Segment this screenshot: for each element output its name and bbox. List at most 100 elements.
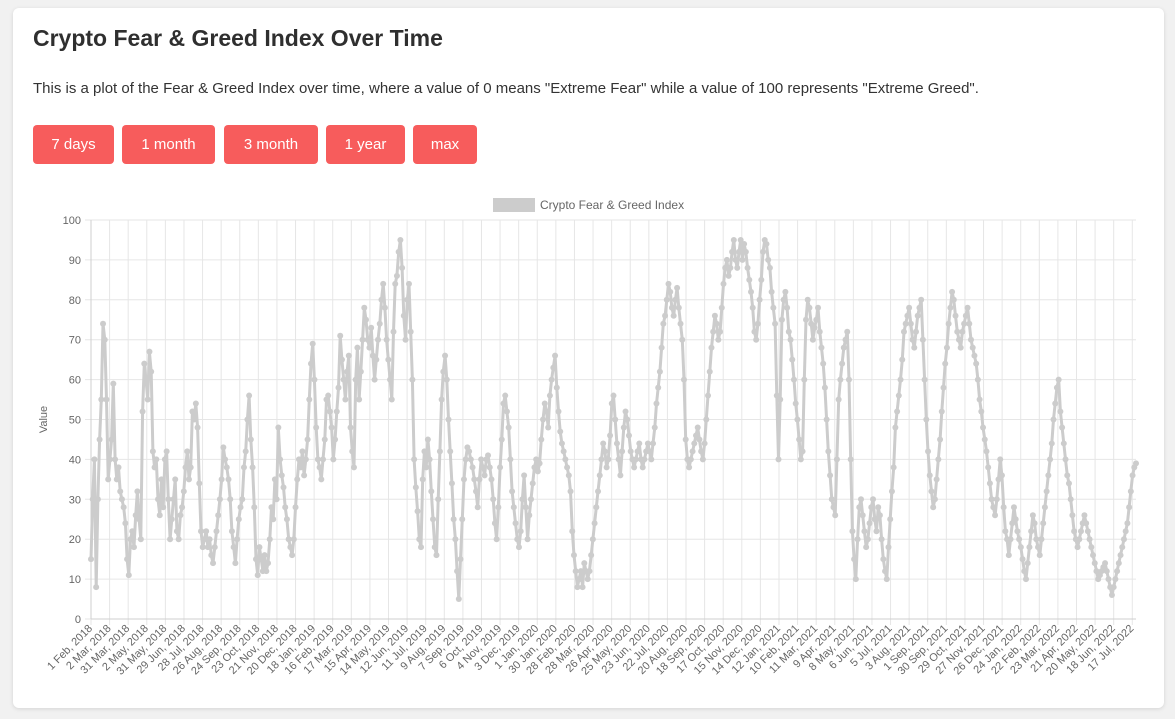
data-point — [842, 336, 849, 343]
data-point — [995, 476, 1002, 483]
data-point — [845, 376, 852, 383]
data-point — [124, 556, 131, 563]
data-point — [273, 496, 280, 503]
data-point — [813, 316, 820, 323]
data-point — [1059, 424, 1066, 431]
range-7-days-button[interactable]: 7 days — [33, 125, 114, 164]
data-point — [514, 536, 521, 543]
data-point — [974, 376, 981, 383]
data-point — [897, 376, 904, 383]
data-point — [433, 552, 440, 559]
y-tick-label: 60 — [69, 375, 81, 387]
data-point — [708, 344, 715, 351]
data-point — [247, 436, 254, 443]
data-point — [882, 568, 889, 575]
data-point — [129, 528, 136, 535]
data-point — [1078, 528, 1084, 535]
data-point — [581, 560, 588, 567]
data-point — [376, 320, 383, 327]
data-point — [519, 496, 526, 503]
data-point — [968, 336, 974, 343]
data-point — [1010, 504, 1017, 511]
data-point — [911, 344, 918, 351]
data-point — [416, 536, 423, 543]
data-point — [94, 496, 101, 503]
data-point — [141, 360, 148, 367]
data-point — [1048, 440, 1055, 447]
data-point — [445, 416, 452, 423]
data-point — [667, 288, 674, 295]
data-point — [870, 496, 877, 503]
data-point — [541, 400, 548, 407]
data-point — [742, 248, 749, 255]
data-point — [96, 436, 103, 443]
range-3-month-button[interactable]: 3 month — [224, 125, 318, 164]
data-point — [754, 320, 761, 327]
data-point — [576, 576, 583, 583]
data-point — [1043, 488, 1050, 495]
data-point — [772, 320, 779, 327]
data-point — [1038, 536, 1045, 543]
data-point — [148, 368, 155, 375]
data-point — [605, 456, 612, 463]
data-point — [418, 544, 424, 551]
data-point — [907, 320, 914, 327]
data-point — [732, 256, 739, 263]
data-point — [1045, 472, 1052, 479]
data-point — [363, 316, 369, 323]
y-tick-label: 70 — [69, 335, 81, 347]
chart-card: Crypto Fear & Greed Index Over Time This… — [13, 8, 1164, 708]
y-axis-title: Value — [38, 406, 50, 433]
data-point — [682, 436, 689, 443]
data-point — [244, 416, 251, 423]
data-point — [1093, 568, 1100, 575]
data-point — [1021, 568, 1028, 575]
data-point — [691, 440, 698, 447]
data-point — [883, 576, 890, 583]
data-point — [120, 504, 127, 511]
range-max-button[interactable]: max — [413, 125, 477, 164]
data-point — [1067, 496, 1074, 503]
data-point — [981, 436, 988, 443]
data-point — [1084, 528, 1091, 535]
data-point — [88, 556, 94, 563]
data-point — [1005, 552, 1012, 559]
range-1-month-button[interactable]: 1 month — [122, 125, 215, 164]
data-point — [625, 432, 632, 439]
data-point — [986, 480, 993, 487]
data-point — [146, 348, 153, 355]
data-point — [983, 448, 990, 455]
data-point — [868, 504, 875, 511]
data-point — [823, 416, 830, 423]
data-point — [864, 536, 871, 543]
data-point — [471, 476, 478, 483]
data-point — [937, 436, 944, 443]
data-point — [902, 320, 909, 327]
range-1-year-button[interactable]: 1 year — [326, 125, 405, 164]
data-point — [801, 376, 808, 383]
data-point — [552, 352, 559, 359]
data-point — [610, 392, 617, 399]
data-point — [835, 396, 842, 403]
data-point — [302, 456, 309, 463]
data-point — [330, 456, 337, 463]
data-point — [557, 428, 564, 435]
data-point — [1029, 512, 1036, 519]
data-point — [277, 456, 284, 463]
data-point — [1053, 384, 1060, 391]
data-point — [191, 416, 198, 423]
data-point — [521, 472, 528, 479]
data-point — [1050, 416, 1057, 423]
data-point — [239, 496, 246, 503]
data-point — [1124, 520, 1131, 527]
data-point — [112, 456, 119, 463]
data-point — [113, 476, 120, 483]
data-point — [1026, 544, 1033, 551]
data-point — [1062, 456, 1069, 463]
data-point — [567, 488, 574, 495]
data-point — [619, 448, 626, 455]
data-point — [639, 464, 646, 471]
data-point — [591, 520, 598, 527]
data-point — [560, 448, 567, 455]
